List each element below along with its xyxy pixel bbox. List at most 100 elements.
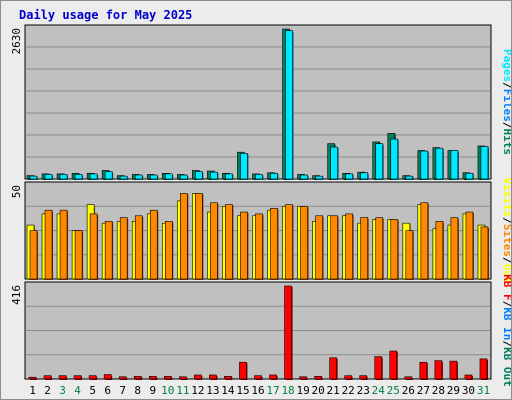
x-tick-label: 8: [134, 384, 141, 397]
y-max-label-hits-files-pages: 2630: [10, 28, 23, 55]
x-tick-label: 17: [266, 384, 279, 397]
bar-pages: [420, 150, 429, 180]
x-tick-label: 29: [447, 384, 460, 397]
bar-pages: [180, 174, 188, 180]
bar-kbytes: [434, 360, 443, 380]
plot-area-hits-files-pages: [24, 24, 492, 180]
bar-pages: [345, 173, 353, 180]
bar-pages: [270, 172, 278, 180]
bar-pages: [89, 173, 98, 180]
bar-sites: [300, 206, 308, 280]
bar-pages: [435, 147, 444, 180]
bar-kbytes: [254, 375, 262, 380]
bar-sites: [104, 221, 113, 280]
bar-kbytes: [389, 350, 398, 380]
bar-pages: [285, 30, 293, 180]
bar-sites: [375, 217, 384, 280]
x-tick-label: 20: [312, 384, 325, 397]
bar-pages: [195, 171, 203, 180]
bar-sites: [59, 209, 68, 280]
legend-entry: KB F: [501, 274, 511, 301]
legend-entry: Visits: [501, 178, 511, 218]
x-tick-label: 5: [89, 384, 96, 397]
bar-pages: [450, 150, 459, 180]
bar-pages: [480, 146, 489, 180]
x-tick-label: 6: [104, 384, 111, 397]
bar-kbytes: [284, 285, 292, 380]
x-tick-label: 30: [462, 384, 475, 397]
bar-kbytes: [419, 361, 428, 380]
x-tick-label: 23: [357, 384, 370, 397]
bar-pages: [465, 172, 474, 180]
x-tick-label: 22: [342, 384, 355, 397]
bar-kbytes: [464, 374, 473, 380]
bar-sites: [360, 217, 369, 280]
bar-kbytes: [224, 376, 232, 380]
bar-pages: [104, 171, 113, 180]
bar-pages: [210, 171, 218, 180]
legend-entry: KB Out: [501, 347, 511, 387]
x-tick-label: 13: [206, 384, 219, 397]
bar-sites: [450, 217, 459, 280]
legend-separator: /: [501, 340, 511, 347]
legend-separator: /: [501, 217, 511, 224]
bar-sites: [405, 230, 414, 280]
bar-kbytes: [179, 376, 187, 380]
bar-sites: [29, 230, 38, 280]
y-max-label-visits-sites: 50: [10, 185, 23, 198]
x-tick-label: 28: [432, 384, 445, 397]
x-tick-label: 19: [296, 384, 309, 397]
bar-sites: [465, 211, 474, 280]
bar-kbytes: [449, 360, 458, 380]
bar-kbytes: [73, 375, 82, 380]
legend-entry: Files: [501, 89, 511, 122]
x-tick-label: 24: [372, 384, 386, 397]
bar-kbytes: [314, 376, 322, 380]
bar-sites: [270, 208, 278, 280]
bar-kbytes: [209, 374, 217, 380]
legend-separator: /: [501, 257, 511, 264]
bar-sites: [255, 213, 263, 280]
x-tick-label: 21: [327, 384, 340, 397]
bar-kbytes: [479, 358, 488, 380]
x-tick-label: 26: [402, 384, 415, 397]
bar-sites: [285, 204, 293, 280]
x-tick-label: 3: [59, 384, 66, 397]
bar-kbytes: [148, 376, 157, 380]
bar-kbytes: [329, 357, 337, 380]
x-tick-label: 11: [176, 384, 189, 397]
bar-kbytes: [374, 356, 383, 380]
x-tick-label: 25: [387, 384, 400, 397]
x-tick-label: 14: [221, 384, 235, 397]
x-tick-label: 15: [236, 384, 249, 397]
bar-pages: [255, 174, 263, 180]
bar-sites: [44, 209, 53, 280]
bar-sites: [240, 211, 248, 280]
bar-sites: [180, 193, 188, 280]
x-tick-label: 2: [44, 384, 51, 397]
bar-sites: [195, 193, 203, 280]
bar-pages: [315, 175, 323, 180]
bar-sites: [119, 217, 128, 280]
bar-sites: [345, 213, 353, 280]
bar-pages: [74, 174, 83, 180]
bar-pages: [29, 175, 38, 180]
bar-kbytes: [58, 375, 67, 380]
legend-entry: Hits: [501, 129, 511, 156]
bar-pages: [225, 173, 233, 180]
legend-separator: /: [501, 301, 511, 308]
bar-sites: [480, 226, 489, 280]
x-tick-label: 27: [417, 384, 430, 397]
bar-pages: [44, 174, 53, 180]
bar-pages: [330, 146, 338, 180]
bar-kbytes: [133, 376, 142, 380]
bar-sites: [390, 219, 399, 280]
bar-pages: [390, 138, 399, 180]
x-tick-label: 12: [191, 384, 204, 397]
bar-sites: [164, 221, 173, 280]
legend-entry: Sites: [501, 224, 511, 257]
bar-sites: [420, 202, 429, 280]
bar-pages: [375, 143, 384, 180]
bar-pages: [59, 174, 68, 180]
